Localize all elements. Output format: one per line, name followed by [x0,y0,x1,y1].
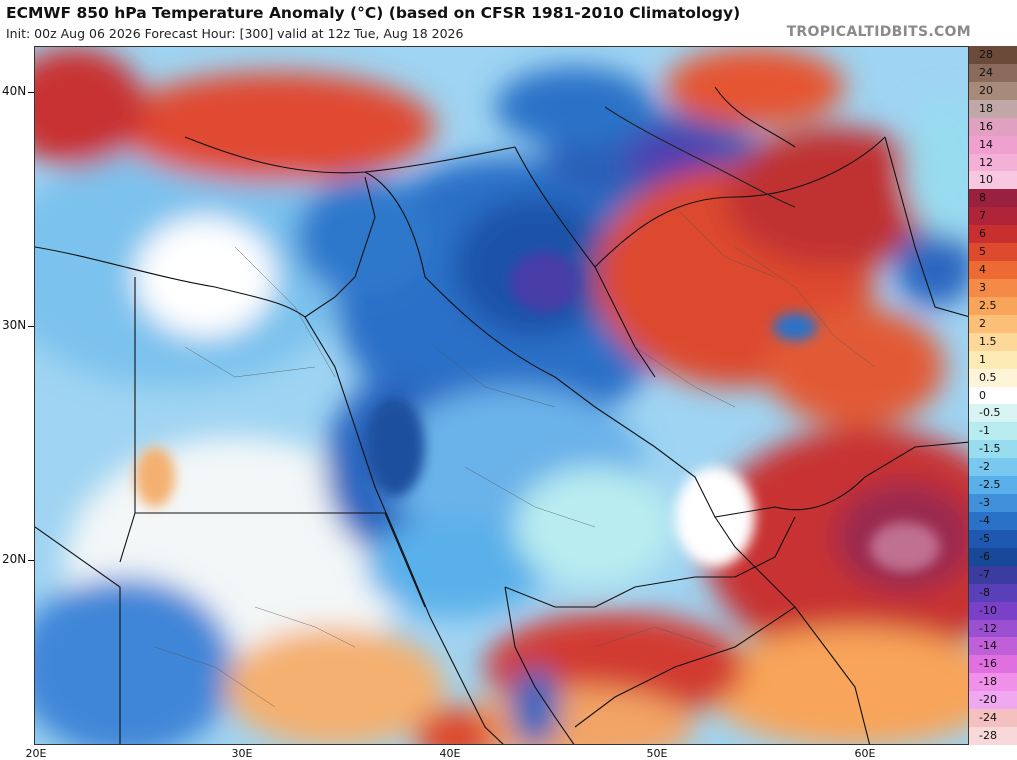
colorbar-label: -1 [969,422,1017,441]
colorbar-level: 3 [969,279,1017,297]
colorbar-label: 16 [969,117,1017,136]
colorbar-label: 20 [969,81,1017,100]
colorbar-level: 6 [969,225,1017,244]
colorbar-level: -6 [969,547,1017,566]
colorbar-level: 7 [969,207,1017,226]
coastlines-and-borders [35,86,968,744]
colorbar-label: 18 [969,99,1017,118]
colorbar-label: -4 [969,512,1017,530]
colorbar-level: 1 [969,350,1017,369]
colorbar-label: 7 [969,207,1017,226]
colorbar-label: 24 [969,63,1017,82]
colorbar-label: 0.5 [969,368,1017,387]
colorbar-level: 12 [969,153,1017,172]
admin-boundaries [154,206,876,708]
colorbar-label: -16 [969,655,1017,674]
longitude-labels: 20E 30E 40E 50E 60E [26,745,969,760]
colorbar-label: 8 [969,189,1017,208]
colorbar-level: 2.5 [969,296,1017,315]
colorbar-label: -20 [969,691,1017,710]
colorbar-level: -0.5 [969,404,1017,423]
lon-label-50e: 50E [646,747,668,760]
colorbar-level: -16 [969,655,1017,674]
colorbar-label: -5 [969,529,1017,548]
colorbar-level: 1.5 [969,332,1017,351]
colorbar-label: -14 [969,637,1017,656]
color-scale-legend: 28 24 20 18 16 14 12 10 8 7 6 5 4 3 2.5 2 1.5 1 0.5 0 -0.5 -1… [969,46,1017,745]
forecast-info: Init: 00z Aug 06 2026 Forecast Hour: [30… [6,26,464,41]
colorbar-level: -4 [969,512,1017,530]
colorbar-label: 2 [969,314,1017,333]
lon-label-60e: 60E [854,747,876,760]
colorbar-level: -7 [969,565,1017,584]
colorbar-level: -8 [969,583,1017,602]
colorbar-label: 3 [969,279,1017,297]
colorbar-label: -18 [969,673,1017,692]
colorbar-label: 10 [969,171,1017,190]
lon-label-20e: 20E [25,747,47,760]
colorbar-label: -2.5 [969,476,1017,495]
colorbar-level: 10 [969,171,1017,190]
colorbar-label: -2 [969,458,1017,477]
colorbar-level: -2.5 [969,476,1017,495]
colorbar-level: 5 [969,243,1017,262]
colorbar-label: 6 [969,225,1017,244]
colorbar-level: 18 [969,99,1017,118]
colorbar-label: -1.5 [969,440,1017,459]
colorbar-level: 14 [969,135,1017,154]
colorbar-level: -18 [969,673,1017,692]
colorbar-level: 24 [969,63,1017,82]
colorbar-label: -0.5 [969,404,1017,423]
colorbar-level: 0.5 [969,368,1017,387]
colorbar-level: 16 [969,117,1017,136]
colorbar-label: 0 [969,386,1017,405]
colorbar-label: 2.5 [969,296,1017,315]
colorbar-level: -3 [969,494,1017,512]
lon-label-40e: 40E [439,747,461,760]
colorbar-label: 1 [969,350,1017,369]
colorbar-level: 8 [969,189,1017,208]
anomaly-field [35,47,968,744]
colorbar-label: 12 [969,153,1017,172]
colorbar-label: -12 [969,619,1017,638]
colorbar-level: -20 [969,691,1017,710]
colorbar-level: 20 [969,81,1017,100]
colorbar-level: -1 [969,422,1017,441]
lat-label-40n: 40N [2,84,35,98]
colorbar-label: 1.5 [969,332,1017,351]
colorbar-label: 4 [969,261,1017,279]
colorbar-label: 5 [969,243,1017,262]
colorbar-level: 4 [969,261,1017,279]
header: ECMWF 850 hPa Temperature Anomaly (°C) (… [0,0,1017,46]
colorbar-level: -10 [969,601,1017,620]
colorbar-level: -28 [969,727,1017,745]
colorbar-label: -7 [969,565,1017,584]
colorbar-label: -8 [969,583,1017,602]
colorbar-label: -3 [969,494,1017,512]
colorbar-level: 28 [969,46,1017,64]
brand-watermark: TROPICALTIDBITS.COM [786,24,971,40]
colorbar-label: -24 [969,709,1017,728]
colorbar-label: -6 [969,547,1017,566]
anomaly-map[interactable] [34,46,969,745]
colorbar-level: -12 [969,619,1017,638]
lat-label-30n: 30N [2,318,35,332]
colorbar-level: -5 [969,529,1017,548]
latitude-labels: 40N 30N 20N [0,46,35,745]
colorbar-level: 2 [969,314,1017,333]
lat-label-20n: 20N [2,552,35,566]
colorbar-label: -28 [969,727,1017,745]
colorbar-level: -24 [969,709,1017,728]
colorbar-level: -1.5 [969,440,1017,459]
colorbar-level: -14 [969,637,1017,656]
colorbar-label: 28 [969,46,1017,64]
colorbar-label: 14 [969,135,1017,154]
colorbar-level: 0 [969,386,1017,405]
lon-label-30e: 30E [231,747,253,760]
map-title: ECMWF 850 hPa Temperature Anomaly (°C) (… [6,4,741,22]
colorbar-label: -10 [969,601,1017,620]
colorbar-level: -2 [969,458,1017,477]
